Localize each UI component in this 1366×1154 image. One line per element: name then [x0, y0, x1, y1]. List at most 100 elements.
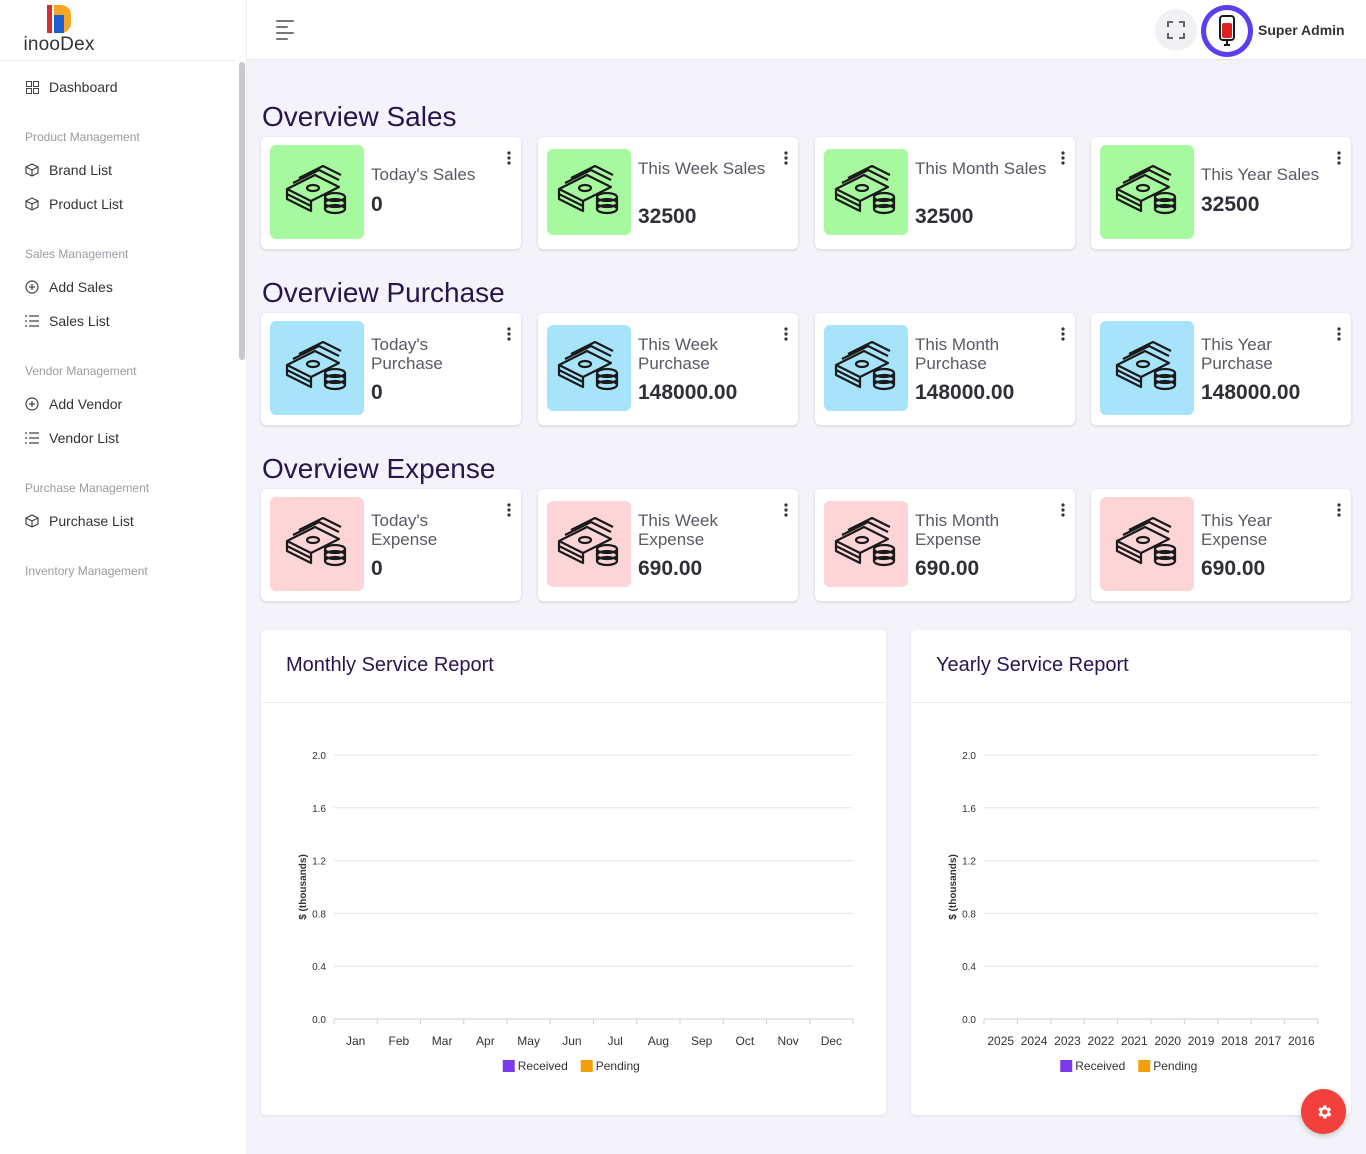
- expense-card-1[interactable]: This Week Expense 690.00: [538, 489, 798, 601]
- money-icon-box: [270, 497, 364, 591]
- x-tick-label: 2024: [1021, 1034, 1048, 1048]
- legend-label: Received: [1075, 1059, 1125, 1073]
- avatar[interactable]: [1201, 5, 1253, 57]
- sales-card-3[interactable]: This Year Sales 32500: [1091, 137, 1351, 249]
- card-label: Today's Expense: [371, 511, 438, 549]
- more-options-icon[interactable]: [507, 151, 511, 165]
- sidebar-item-dashboard[interactable]: Dashboard: [25, 79, 118, 95]
- blood-bag-icon: [1219, 15, 1235, 46]
- yearly-report-panel: Yearly Service Report 0.0 0.4 0.8 1.2 1.6 2.0…: [911, 630, 1351, 1115]
- more-options-icon[interactable]: [507, 503, 511, 517]
- sidebar-item-brand-list[interactable]: Brand List: [25, 162, 112, 178]
- x-tick-label: Nov: [777, 1034, 798, 1048]
- fullscreen-button[interactable]: [1155, 9, 1197, 51]
- y-tick-label: 2.0: [312, 751, 326, 762]
- sidebar-nav: Dashboard Product Management Brand List …: [0, 60, 236, 578]
- list-icon: [25, 314, 39, 328]
- x-tick-label: Dec: [821, 1034, 842, 1048]
- card-label: This Year Sales: [1201, 165, 1320, 184]
- nav-section-vendor: Vendor Management: [25, 364, 137, 378]
- sidebar: inooDex Dashboard Product Management Bra…: [0, 0, 247, 1154]
- money-stack-icon: [285, 164, 349, 220]
- sidebar-item-label: Sales List: [49, 313, 110, 329]
- card-value: 0: [371, 557, 383, 580]
- logo[interactable]: inooDex: [0, 0, 118, 60]
- box-icon: [25, 514, 39, 528]
- expense-card-3[interactable]: This Year Expense 690.00: [1091, 489, 1351, 601]
- x-tick-label: Aug: [648, 1034, 669, 1048]
- legend-swatch: [1138, 1060, 1151, 1072]
- y-tick-label: 1.2: [962, 857, 976, 868]
- x-tick-label: Mar: [432, 1034, 453, 1048]
- sidebar-item-label: Brand List: [49, 162, 113, 178]
- sales-card-0[interactable]: Today's Sales 0: [261, 137, 521, 249]
- purchase-card-2[interactable]: This Month Purchase 148000.00: [815, 313, 1075, 425]
- sidebar-item-add-sales[interactable]: Add Sales: [25, 279, 113, 295]
- topbar: Super Admin: [247, 0, 1366, 60]
- logo-mark: [45, 3, 73, 33]
- money-icon-box: [1100, 321, 1194, 415]
- card-label: This Week Sales: [638, 159, 766, 178]
- more-options-icon[interactable]: [1061, 151, 1065, 165]
- legend-label: Received: [518, 1059, 568, 1073]
- sidebar-item-vendor-list[interactable]: Vendor List: [25, 430, 119, 446]
- nav-section-inventory: Inventory Management: [25, 564, 148, 578]
- more-options-icon[interactable]: [1337, 151, 1341, 165]
- card-value: 32500: [638, 205, 697, 228]
- money-stack-icon: [285, 340, 349, 396]
- sidebar-scrollbar[interactable]: [239, 62, 245, 360]
- legend-swatch: [580, 1060, 593, 1072]
- card-label: This Month Expense: [915, 511, 1000, 549]
- money-stack-icon: [285, 516, 349, 572]
- purchase-card-0[interactable]: Today's Purchase 0: [261, 313, 521, 425]
- yearly-report-title: Yearly Service Report: [911, 630, 1351, 703]
- money-stack-icon: [834, 164, 898, 220]
- more-options-icon[interactable]: [784, 327, 788, 341]
- expense-card-0[interactable]: Today's Expense 0: [261, 489, 521, 601]
- money-icon-box: [824, 149, 908, 235]
- sidebar-item-add-vendor[interactable]: Add Vendor: [25, 396, 122, 412]
- nav-section-purchase: Purchase Management: [25, 481, 150, 495]
- y-axis-label: $ (thousands): [298, 854, 309, 920]
- sales-card-2[interactable]: This Month Sales 32500: [815, 137, 1075, 249]
- fullscreen-icon: [1167, 21, 1185, 39]
- more-options-icon[interactable]: [1337, 503, 1341, 517]
- plus-circle-icon: [25, 397, 39, 411]
- money-stack-icon: [1115, 164, 1179, 220]
- more-options-icon[interactable]: [1337, 327, 1341, 341]
- y-tick-label: 0.8: [312, 909, 326, 920]
- sidebar-item-sales-list[interactable]: Sales List: [25, 313, 110, 329]
- purchase-card-1[interactable]: This Week Purchase 148000.00: [538, 313, 798, 425]
- menu-toggle-icon[interactable]: [276, 20, 296, 40]
- settings-button[interactable]: [1301, 1089, 1346, 1134]
- card-value: 690.00: [638, 557, 703, 580]
- more-options-icon[interactable]: [1061, 327, 1065, 341]
- money-stack-icon: [1115, 516, 1179, 572]
- sidebar-item-label: Vendor List: [49, 430, 120, 446]
- monthly-report-panel: Monthly Service Report 0.0 0.4 0.8 1.2 1.6 2.…: [261, 630, 886, 1115]
- money-icon-box: [547, 501, 631, 587]
- more-options-icon[interactable]: [784, 151, 788, 165]
- y-tick-label: 1.6: [962, 804, 976, 815]
- user-name[interactable]: Super Admin: [1258, 22, 1345, 38]
- more-options-icon[interactable]: [1061, 503, 1065, 517]
- sidebar-item-purchase-list[interactable]: Purchase List: [25, 513, 134, 529]
- section-title-expense: Overview Expense: [262, 453, 496, 484]
- x-tick-label: Jan: [346, 1034, 365, 1048]
- list-icon: [25, 431, 39, 445]
- purchase-card-3[interactable]: This Year Purchase 148000.00: [1091, 313, 1351, 425]
- card-value: 690.00: [1201, 557, 1266, 580]
- more-options-icon[interactable]: [507, 327, 511, 341]
- money-icon-box: [547, 325, 631, 411]
- sidebar-item-product-list[interactable]: Product List: [25, 196, 123, 212]
- more-options-icon[interactable]: [784, 503, 788, 517]
- sales-card-1[interactable]: This Week Sales 32500: [538, 137, 798, 249]
- expense-card-2[interactable]: This Month Expense 690.00: [815, 489, 1075, 601]
- x-tick-label: 2020: [1154, 1034, 1181, 1048]
- x-tick-label: Oct: [736, 1034, 755, 1048]
- money-icon-box: [547, 149, 631, 235]
- x-tick-label: Feb: [389, 1034, 410, 1048]
- card-value: 32500: [915, 205, 974, 228]
- grid-icon: [25, 80, 39, 94]
- sidebar-item-label: Dashboard: [49, 79, 118, 95]
